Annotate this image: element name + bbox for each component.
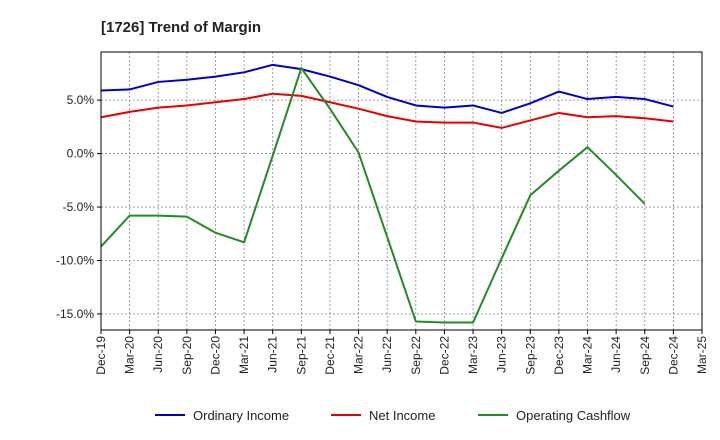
x-tick-label: Jun-23 — [495, 336, 509, 373]
x-tick-label: Dec-22 — [437, 336, 451, 375]
x-tick-label: Jun-22 — [380, 336, 394, 373]
x-tick-label: Mar-23 — [466, 336, 480, 374]
chart-title: [1726] Trend of Margin — [101, 19, 261, 36]
x-tick-label: Mar-21 — [237, 336, 251, 374]
x-tick-label: Jun-21 — [266, 336, 280, 373]
net-income-line — [100, 92, 674, 129]
y-tick-label: -5.0% — [63, 200, 95, 214]
x-tick-label: Sep-22 — [409, 336, 423, 375]
y-tick-label: -15.0% — [56, 307, 94, 321]
x-tick-label: Mar-25 — [695, 336, 709, 374]
x-tick-label: Dec-19 — [94, 336, 108, 375]
grid — [101, 52, 702, 330]
ordinary-income-line — [100, 63, 674, 114]
legend-label-ordinary-income: Ordinary Income — [193, 408, 289, 423]
legend: Ordinary Income Net Income Operating Cashf… — [155, 408, 631, 423]
x-tick-label: Mar-20 — [123, 336, 137, 374]
y-tick-label: 0.0% — [67, 147, 95, 161]
x-tick-label: Mar-22 — [352, 336, 366, 374]
x-axis-ticks: Dec-19 Mar-20 Jun-20 Sep-20 Dec-20 Mar-21 Jun-… — [94, 330, 709, 375]
plot-frame — [100, 51, 703, 331]
x-tick-label: Mar-24 — [581, 336, 595, 374]
legend-label-net-income: Net Income — [369, 408, 435, 423]
x-tick-label: Dec-21 — [323, 336, 337, 375]
x-tick-label: Dec-23 — [552, 336, 566, 375]
operating-cashflow-line — [100, 67, 646, 324]
x-tick-label: Jun-24 — [609, 336, 623, 373]
x-tick-label: Sep-21 — [294, 336, 308, 375]
legend-label-operating-cashflow: Operating Cashflow — [516, 408, 631, 423]
y-tick-label: -10.0% — [56, 254, 94, 268]
y-axis-ticks: 5.0% 0.0% -5.0% -10.0% -15.0% — [56, 93, 101, 321]
x-tick-label: Jun-20 — [151, 336, 165, 373]
x-tick-label: Dec-24 — [666, 336, 680, 375]
x-tick-label: Sep-20 — [180, 336, 194, 375]
y-tick-label: 5.0% — [67, 93, 95, 107]
x-tick-label: Sep-23 — [523, 336, 537, 375]
series-lines — [100, 63, 674, 324]
x-tick-label: Dec-20 — [208, 336, 222, 375]
x-tick-label: Sep-24 — [638, 336, 652, 375]
